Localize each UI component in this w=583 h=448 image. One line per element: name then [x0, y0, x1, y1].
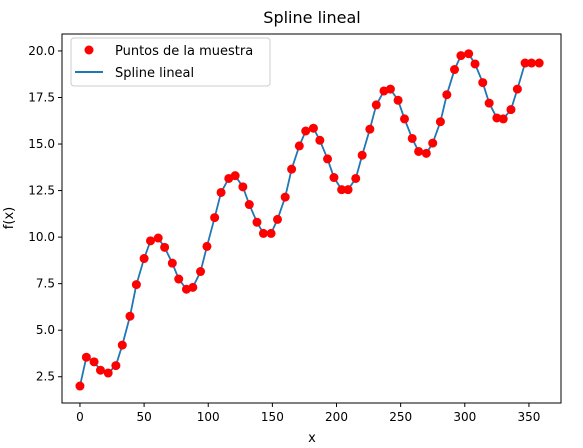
data-point	[506, 105, 516, 115]
data-point	[95, 365, 105, 375]
legend-box	[70, 37, 271, 87]
data-point	[196, 267, 206, 277]
data-point	[371, 100, 381, 110]
data-point	[280, 192, 290, 202]
data-point	[464, 49, 474, 59]
data-point	[174, 274, 184, 284]
data-point	[266, 228, 276, 238]
data-point	[131, 280, 141, 290]
data-point	[103, 368, 113, 378]
data-point	[323, 154, 333, 164]
legend-marker-scatter	[84, 45, 94, 55]
data-point	[75, 381, 85, 391]
data-point	[230, 171, 240, 181]
data-point	[435, 117, 445, 127]
data-point	[89, 357, 99, 367]
data-point	[202, 241, 212, 251]
data-point	[294, 141, 304, 151]
data-point	[512, 84, 522, 94]
data-point	[167, 258, 177, 268]
data-point	[210, 213, 220, 223]
data-point	[393, 95, 403, 105]
data-point	[146, 236, 156, 246]
data-point	[484, 98, 494, 108]
data-point	[238, 182, 248, 192]
data-point	[414, 146, 424, 156]
data-point	[111, 361, 121, 371]
data-point	[252, 217, 262, 227]
data-point	[81, 352, 91, 362]
x-axis-label: x	[308, 431, 316, 446]
data-point	[351, 173, 361, 183]
data-point	[329, 173, 339, 183]
data-point	[301, 126, 311, 136]
x-tick-label: 100	[197, 410, 220, 424]
legend-label-scatter: Puntos de la muestra	[115, 44, 253, 59]
data-point	[442, 90, 452, 100]
data-point	[216, 187, 226, 197]
data-point	[188, 282, 198, 292]
y-tick-label: 12.5	[28, 184, 55, 198]
data-point	[498, 114, 508, 124]
data-point	[287, 164, 297, 174]
data-point	[258, 228, 268, 238]
data-point	[421, 148, 431, 158]
data-point	[117, 340, 127, 350]
x-tick-label: 0	[76, 410, 84, 424]
data-point	[520, 58, 530, 68]
data-point	[315, 135, 325, 145]
y-tick-label: 7.5	[36, 277, 55, 291]
x-tick-label: 200	[325, 410, 348, 424]
chart-title: Spline lineal	[263, 8, 360, 27]
data-point	[273, 214, 283, 224]
y-tick-label: 5.0	[36, 323, 55, 337]
data-point	[343, 185, 353, 195]
data-point	[337, 185, 347, 195]
data-point	[400, 114, 409, 124]
data-point	[470, 59, 480, 69]
x-tick-label: 350	[517, 410, 540, 424]
y-tick-label: 15.0	[28, 137, 55, 151]
data-point	[385, 84, 395, 94]
y-tick-label: 2.5	[36, 370, 55, 384]
y-tick-label: 17.5	[28, 90, 55, 104]
x-tick-label: 50	[136, 410, 151, 424]
y-axis-label: f(x)	[2, 207, 17, 229]
x-tick-label: 300	[453, 410, 476, 424]
y-tick-label: 20.0	[28, 44, 55, 58]
data-point	[478, 78, 488, 88]
data-point	[456, 51, 466, 61]
legend-label-line: Spline lineal	[115, 66, 194, 81]
data-point	[244, 200, 254, 210]
data-point	[308, 123, 318, 133]
data-point	[357, 150, 367, 160]
data-point	[450, 65, 460, 75]
data-point	[153, 233, 163, 243]
data-point	[534, 58, 544, 68]
data-point	[139, 254, 149, 264]
plot-area: 0 50 100 150 200 250 300 350 2.5 5.0 7.5 10.0 12.5 15…	[28, 33, 562, 424]
data-point	[428, 138, 438, 148]
x-tick-label: 250	[389, 410, 412, 424]
legend: Puntos de la muestra Spline lineal	[70, 37, 271, 87]
data-point	[365, 124, 375, 134]
data-point	[160, 242, 170, 252]
axes-frame	[61, 33, 562, 404]
x-tick-label: 150	[261, 410, 284, 424]
data-point	[527, 58, 536, 68]
data-point	[125, 311, 135, 321]
y-tick-label: 10.0	[28, 230, 55, 244]
data-point	[407, 133, 417, 143]
